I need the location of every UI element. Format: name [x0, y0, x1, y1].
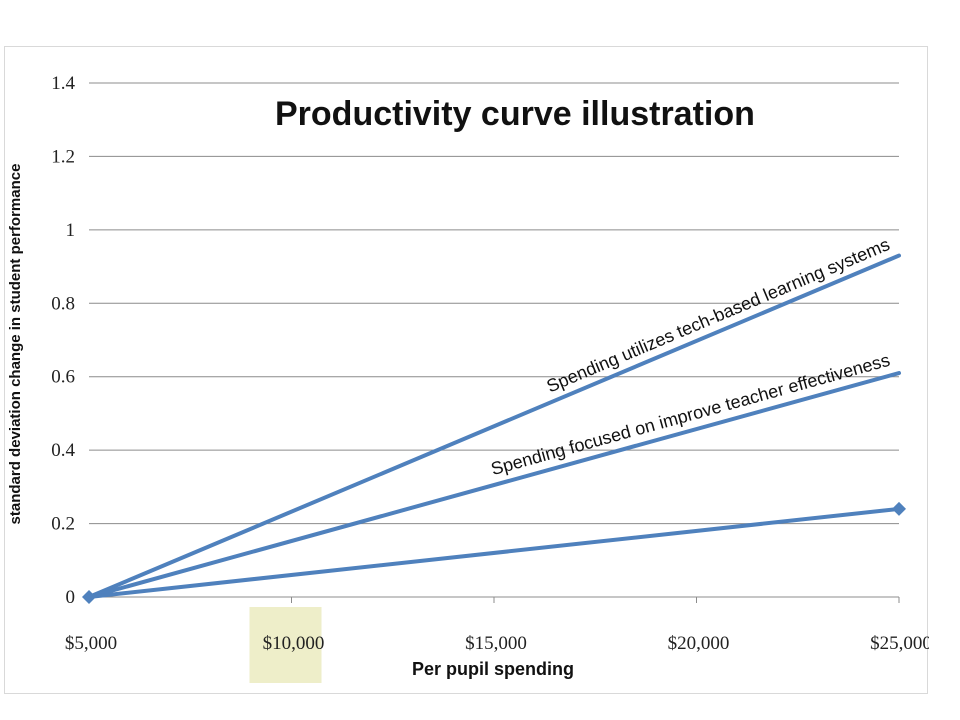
- x-tick-label: $15,000: [465, 633, 527, 654]
- series-label: Spending focused on improve teacher effe…: [489, 350, 892, 479]
- x-tick-highlight: [249, 607, 322, 683]
- series-line: [87, 371, 901, 599]
- chart-frame: 0 0.2 0.4 0.6 0.8 1 1.2 1.4 $5,000 $10,000 $15,00…: [4, 46, 929, 694]
- y-tick-label: 0.6: [51, 367, 75, 388]
- y-tick-label: 1.4: [51, 73, 75, 94]
- y-tick-label: 0.2: [51, 514, 75, 535]
- series-marker: [892, 501, 906, 516]
- y-tick-label: 1.2: [51, 146, 75, 167]
- chart-title: Productivity curve illustration: [275, 95, 755, 133]
- x-tick-label: $5,000: [65, 633, 117, 654]
- series-line: [87, 506, 901, 599]
- series-line: [87, 253, 901, 599]
- productivity-chart: 0 0.2 0.4 0.6 0.8 1 1.2 1.4 $5,000 $10,000 $15,00…: [7, 73, 929, 683]
- y-tick-label: 1: [66, 220, 76, 241]
- series-marker: [82, 590, 96, 604]
- x-tick-label: $10,000: [263, 633, 325, 654]
- y-tick-label: 0.4: [51, 440, 75, 461]
- y-tick-label: 0: [66, 587, 76, 608]
- y-axis-title: standard deviation change in student per…: [7, 164, 24, 525]
- x-tick-label: $20,000: [668, 633, 730, 654]
- x-tick-label: $25,000: [870, 633, 929, 654]
- x-axis-title: Per pupil spending: [412, 659, 574, 679]
- y-tick-label: 0.8: [51, 293, 75, 314]
